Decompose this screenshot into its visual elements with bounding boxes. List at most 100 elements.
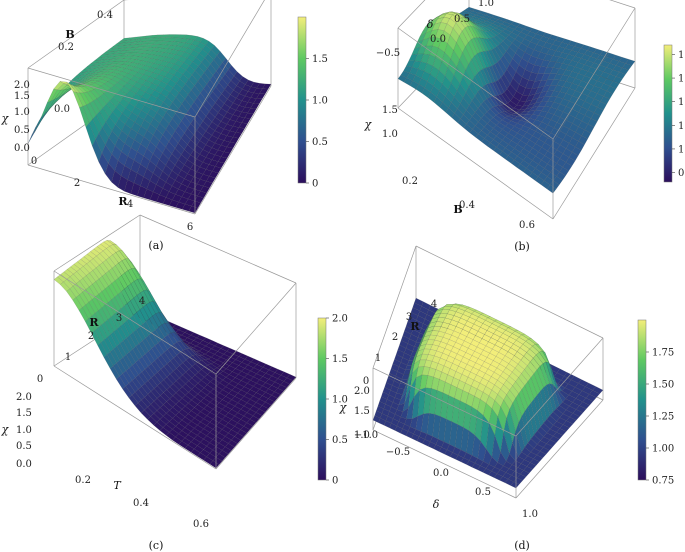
y-tick-label: 1 <box>375 353 381 364</box>
colorbar-tick-label: 2.0 <box>332 314 348 325</box>
y-tick-label: 3 <box>406 312 412 323</box>
panel-c: 0.2 0.4 0.6 0 1 2 3 4 0.0 0.5 1.0 1.5 2.0 T Rχ 0 0.5 1.0 1… <box>1 214 348 552</box>
colorbar-tick-label: 1.0 <box>678 144 685 155</box>
panel-a: 02460.00.20.40.00.51.01.52.0RBχ00.51.01.… <box>1 0 328 252</box>
surface <box>372 297 604 489</box>
x-axis-label: R <box>118 195 128 208</box>
y-tick-label: 0 <box>37 374 43 385</box>
z-tick-label: 0.5 <box>16 441 32 452</box>
z-tick-label: 2.0 <box>14 80 30 91</box>
x-tick-label: 0.6 <box>193 519 209 530</box>
z-tick-label: 0.0 <box>14 143 30 154</box>
colorbar-tick-label: 1.25 <box>652 412 674 423</box>
colorbar: 0 0.5 1.0 1.5 2.0 <box>317 314 348 487</box>
y-tick-label: −0.5 <box>376 48 400 59</box>
colorbar: 0 0.5 1.0 1.5 <box>297 16 328 190</box>
colorbar-tick-label: 0 <box>312 179 318 190</box>
panel-b: 0.2 0.4 0.6 −0.5 0.0 0.5 1.0 1.0 1.5 Bδ χ 0.8 1.0 1.2… <box>364 0 685 253</box>
colorbar-tick-label: 1.50 <box>652 380 674 391</box>
z-tick-label: 1.5 <box>382 105 398 116</box>
colorbar: 0.8 1.0 1.2 1.4 1.6 1.8 <box>663 44 685 183</box>
x-tick-label: −1.0 <box>354 430 378 441</box>
x-axis-label: B <box>453 203 462 216</box>
z-axis-label: χ <box>1 423 10 436</box>
y-tick-label: 1.0 <box>478 0 494 9</box>
z-tick-label: 0.0 <box>16 459 32 470</box>
colorbar-tick-label: 1.8 <box>678 50 685 61</box>
y-tick-label: 1 <box>65 352 71 363</box>
x-tick-label: 1.0 <box>522 509 538 520</box>
surface <box>27 34 272 214</box>
y-tick-label: 3 <box>116 313 122 324</box>
z-tick-label: 1.0 <box>14 107 30 118</box>
x-tick-label: 0 <box>31 156 37 167</box>
surface <box>53 240 297 469</box>
x-tick-label: 0.4 <box>133 498 149 509</box>
z-tick-label: 1.0 <box>382 129 398 140</box>
y-tick-label: 0 <box>363 376 369 387</box>
colorbar: 0.75 1.00 1.25 1.50 1.75 <box>637 319 674 487</box>
colorbar-tick-label: 1.0 <box>332 395 348 406</box>
z-axis-label: χ <box>339 401 348 414</box>
x-tick-label: 2 <box>74 178 80 189</box>
z-axis-label: χ <box>1 112 10 125</box>
y-tick-label: 0.0 <box>430 34 446 45</box>
panel-caption: (d) <box>514 539 530 552</box>
y-tick-label: 0.4 <box>97 10 113 21</box>
x-tick-label: −0.5 <box>386 447 410 458</box>
y-tick-label: 4 <box>139 296 145 307</box>
panel-caption: (a) <box>148 239 163 252</box>
x-tick-label: 6 <box>187 222 193 233</box>
z-tick-label: 2.0 <box>16 392 32 403</box>
colorbar-tick-label: 0.5 <box>312 137 328 148</box>
colorbar-tick-label: 0.8 <box>678 168 685 179</box>
bounding-box-front <box>27 0 272 215</box>
bounding-box-front <box>53 270 297 470</box>
colorbar-tick-label: 1.00 <box>652 444 674 455</box>
colorbar-tick-label: 1.5 <box>332 354 348 365</box>
colorbar-tick-label: 0.5 <box>332 435 348 446</box>
x-tick-label: 0.2 <box>75 475 91 486</box>
x-axis-label: T <box>113 479 122 492</box>
colorbar-tick-label: 1.4 <box>678 97 685 108</box>
surface <box>397 6 636 194</box>
colorbar-tick-label: 0 <box>332 476 338 487</box>
x-tick-label: 0.4 <box>459 200 475 211</box>
colorbar-tick-label: 0.75 <box>652 476 674 487</box>
y-tick-label: 0.2 <box>58 42 74 53</box>
z-axis-label: χ <box>364 118 373 131</box>
y-tick-label: 0.5 <box>454 14 470 25</box>
y-axis-label: R <box>89 316 99 329</box>
x-axis-label: δ <box>433 498 440 511</box>
z-tick-label: 1.5 <box>14 91 30 102</box>
z-tick-label: 2.0 <box>354 386 370 397</box>
y-axis-label: B <box>65 28 74 41</box>
panel-caption: (b) <box>514 240 530 253</box>
bounding-box-front <box>372 337 604 499</box>
x-tick-label: 0.6 <box>519 220 535 231</box>
y-axis-label: δ <box>427 18 434 31</box>
x-tick-label: 4 <box>127 199 133 210</box>
colorbar-tick-label: 1.0 <box>312 96 328 107</box>
y-tick-label: 4 <box>431 299 437 310</box>
y-tick-label: 0.0 <box>54 104 70 115</box>
panel-caption: (c) <box>149 539 164 552</box>
x-tick-label: 0.5 <box>475 487 491 498</box>
colorbar-tick-label: 1.6 <box>678 74 685 85</box>
y-tick-label: 2 <box>392 332 398 343</box>
z-tick-label: 1.0 <box>354 430 370 441</box>
colorbar-tick-label: 1.2 <box>678 121 685 132</box>
z-tick-label: 1.5 <box>354 406 370 417</box>
x-tick-label: 0.0 <box>433 468 449 479</box>
z-tick-label: 1.0 <box>16 425 32 436</box>
colorbar-tick-label: 1.5 <box>312 54 328 65</box>
x-tick-label: 0.2 <box>402 176 418 187</box>
z-tick-label: 1.5 <box>16 408 32 419</box>
z-tick-label: 0.5 <box>14 125 30 136</box>
y-axis-label: R <box>410 320 420 333</box>
panel-d: −1.0−0.50.00.51.0012341.01.52.0δRχ0.751.… <box>339 245 674 552</box>
colorbar-tick-label: 1.75 <box>652 348 674 359</box>
bounding-box-front <box>397 7 636 220</box>
y-tick-label: 2 <box>88 331 94 342</box>
